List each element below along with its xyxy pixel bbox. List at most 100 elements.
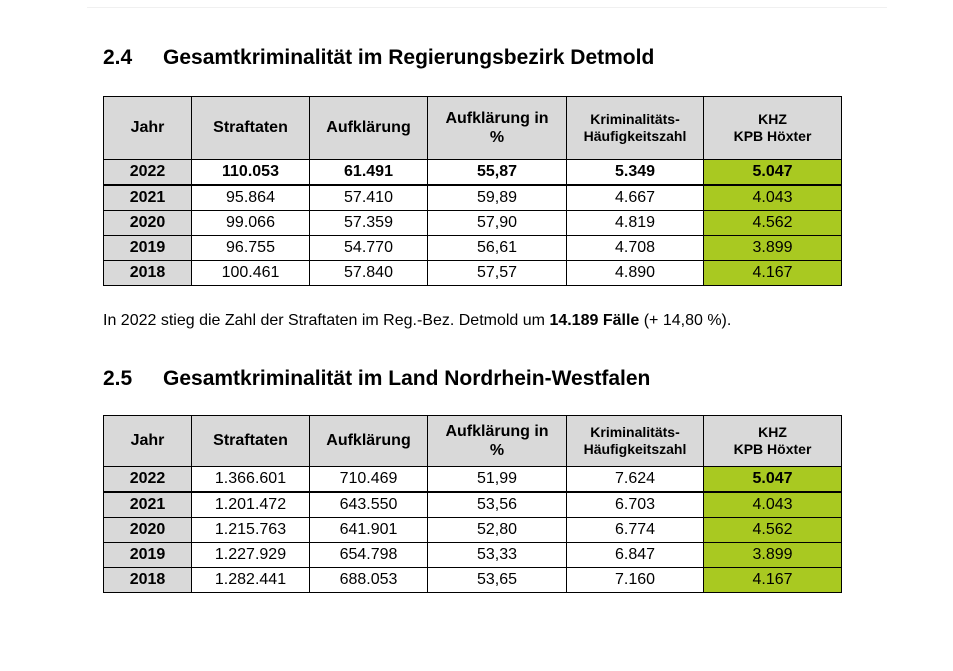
cell-khz-hoexter: 4.167 bbox=[703, 260, 842, 286]
cell-year: 2018 bbox=[103, 260, 192, 286]
cell-khz: 4.708 bbox=[566, 235, 704, 261]
table-row: 2022 1.366.601 710.469 51,99 7.624 5.047 bbox=[103, 466, 842, 493]
section-title-2-5: 2.5 Gesamtkriminalität im Land Nordrhein-… bbox=[103, 366, 650, 392]
header-line: Kriminalitäts- bbox=[590, 111, 680, 127]
cell-straftaten: 1.201.472 bbox=[191, 491, 310, 518]
cell-aufklaerung: 688.053 bbox=[309, 567, 428, 593]
header-aufklaerung-pct: Aufklärung in% bbox=[427, 415, 567, 467]
cell-khz: 7.160 bbox=[566, 567, 704, 593]
cell-year: 2021 bbox=[103, 184, 192, 211]
cell-straftaten: 96.755 bbox=[191, 235, 310, 261]
table-row: 2018 100.461 57.840 57,57 4.890 4.167 bbox=[103, 260, 842, 286]
header-line: % bbox=[489, 129, 505, 146]
cell-khz: 4.890 bbox=[566, 260, 704, 286]
cell-khz-hoexter: 4.043 bbox=[703, 184, 842, 211]
header-aufklaerung-pct: Aufklärung in% bbox=[427, 96, 567, 160]
cell-khz: 7.624 bbox=[566, 466, 704, 493]
cell-straftaten: 1.215.763 bbox=[191, 517, 310, 543]
cell-straftaten: 100.461 bbox=[191, 260, 310, 286]
cell-khz-hoexter: 4.562 bbox=[703, 517, 842, 543]
section-title-text: Gesamtkriminalität im Land Nordrhein-Wes… bbox=[163, 367, 651, 390]
summary-prefix: In 2022 stieg die Zahl der Straftaten im… bbox=[103, 312, 550, 329]
cell-aufklaerung-pct: 52,80 bbox=[427, 517, 567, 543]
crime-table-detmold: Jahr Straftaten Aufklärung Aufklärung in… bbox=[103, 96, 842, 286]
header-straftaten: Straftaten bbox=[191, 96, 310, 160]
cell-aufklaerung: 643.550 bbox=[309, 491, 428, 518]
header-aufklaerung: Aufklärung bbox=[309, 96, 428, 160]
header-khz-hoexter: KHZ KPB Höxter bbox=[703, 96, 842, 160]
cell-khz: 6.847 bbox=[566, 542, 704, 568]
header-aufklaerung: Aufklärung bbox=[309, 415, 428, 467]
cell-aufklaerung: 57.840 bbox=[309, 260, 428, 286]
summary-text: In 2022 stieg die Zahl der Straftaten im… bbox=[103, 311, 731, 331]
cell-aufklaerung: 654.798 bbox=[309, 542, 428, 568]
cell-khz-hoexter: 5.047 bbox=[703, 466, 842, 493]
section-number: 2.5 bbox=[103, 367, 133, 390]
table-row: 2018 1.282.441 688.053 53,65 7.160 4.167 bbox=[103, 567, 842, 593]
table-row: 2022 110.053 61.491 55,87 5.349 5.047 bbox=[103, 159, 842, 186]
cell-year: 2022 bbox=[103, 159, 192, 186]
header-line: KHZ bbox=[758, 424, 787, 440]
section-title-text: Gesamtkriminalität im Regierungsbezirk D… bbox=[163, 46, 655, 69]
cell-aufklaerung-pct: 57,90 bbox=[427, 210, 567, 236]
cell-khz-hoexter: 5.047 bbox=[703, 159, 842, 186]
header-line: Häufigkeitszahl bbox=[583, 441, 687, 457]
header-line: Aufklärung in bbox=[445, 423, 549, 440]
cell-khz: 6.774 bbox=[566, 517, 704, 543]
crime-table-nrw: Jahr Straftaten Aufklärung Aufklärung in… bbox=[103, 415, 842, 593]
cell-aufklaerung: 54.770 bbox=[309, 235, 428, 261]
table-row: 2019 96.755 54.770 56,61 4.708 3.899 bbox=[103, 235, 842, 261]
table-row: 2019 1.227.929 654.798 53,33 6.847 3.899 bbox=[103, 542, 842, 568]
header-jahr: Jahr bbox=[103, 415, 192, 467]
header-line: KPB Höxter bbox=[733, 441, 812, 457]
cell-year: 2022 bbox=[103, 466, 192, 493]
cell-aufklaerung: 641.901 bbox=[309, 517, 428, 543]
table-row: 2021 95.864 57.410 59,89 4.667 4.043 bbox=[103, 184, 842, 211]
cell-year: 2018 bbox=[103, 567, 192, 593]
header-khz-hoexter: KHZ KPB Höxter bbox=[703, 415, 842, 467]
cell-khz-hoexter: 3.899 bbox=[703, 542, 842, 568]
cell-straftaten: 110.053 bbox=[191, 159, 310, 186]
table-header-row: Jahr Straftaten Aufklärung Aufklärung in… bbox=[103, 96, 842, 160]
summary-highlight: 14.189 Fälle bbox=[549, 312, 640, 329]
summary-suffix: (+ 14,80 %). bbox=[639, 312, 732, 329]
cell-aufklaerung-pct: 59,89 bbox=[427, 184, 567, 211]
cell-khz: 4.819 bbox=[566, 210, 704, 236]
header-line: Häufigkeitszahl bbox=[583, 128, 687, 144]
cell-aufklaerung-pct: 53,33 bbox=[427, 542, 567, 568]
header-straftaten: Straftaten bbox=[191, 415, 310, 467]
cell-straftaten: 1.366.601 bbox=[191, 466, 310, 493]
table-row: 2020 99.066 57.359 57,90 4.819 4.562 bbox=[103, 210, 842, 236]
cell-straftaten: 1.227.929 bbox=[191, 542, 310, 568]
cell-khz-hoexter: 3.899 bbox=[703, 235, 842, 261]
cell-aufklaerung: 710.469 bbox=[309, 466, 428, 493]
cell-khz: 6.703 bbox=[566, 491, 704, 518]
cell-aufklaerung-pct: 55,87 bbox=[427, 159, 567, 186]
header-khz: Kriminalitäts- Häufigkeitszahl bbox=[566, 96, 704, 160]
cell-khz-hoexter: 4.167 bbox=[703, 567, 842, 593]
cell-year: 2019 bbox=[103, 542, 192, 568]
cell-khz: 5.349 bbox=[566, 159, 704, 186]
page-edge bbox=[87, 7, 887, 8]
section-title-2-4: 2.4 Gesamtkriminalität im Regierungsbezir… bbox=[103, 45, 654, 71]
cell-year: 2019 bbox=[103, 235, 192, 261]
cell-khz-hoexter: 4.043 bbox=[703, 491, 842, 518]
cell-aufklaerung-pct: 51,99 bbox=[427, 466, 567, 493]
cell-year: 2021 bbox=[103, 491, 192, 518]
header-line: KHZ bbox=[758, 111, 787, 127]
table-row: 2020 1.215.763 641.901 52,80 6.774 4.562 bbox=[103, 517, 842, 543]
section-number: 2.4 bbox=[103, 46, 133, 69]
header-line: Kriminalitäts- bbox=[590, 424, 680, 440]
cell-aufklaerung-pct: 53,65 bbox=[427, 567, 567, 593]
cell-aufklaerung-pct: 53,56 bbox=[427, 491, 567, 518]
cell-aufklaerung: 57.359 bbox=[309, 210, 428, 236]
cell-khz-hoexter: 4.562 bbox=[703, 210, 842, 236]
table-header-row: Jahr Straftaten Aufklärung Aufklärung in… bbox=[103, 415, 842, 467]
cell-straftaten: 1.282.441 bbox=[191, 567, 310, 593]
header-khz: Kriminalitäts- Häufigkeitszahl bbox=[566, 415, 704, 467]
header-line: KPB Höxter bbox=[733, 128, 812, 144]
header-jahr: Jahr bbox=[103, 96, 192, 160]
cell-aufklaerung-pct: 56,61 bbox=[427, 235, 567, 261]
cell-year: 2020 bbox=[103, 210, 192, 236]
header-line: Aufklärung in bbox=[445, 110, 549, 127]
